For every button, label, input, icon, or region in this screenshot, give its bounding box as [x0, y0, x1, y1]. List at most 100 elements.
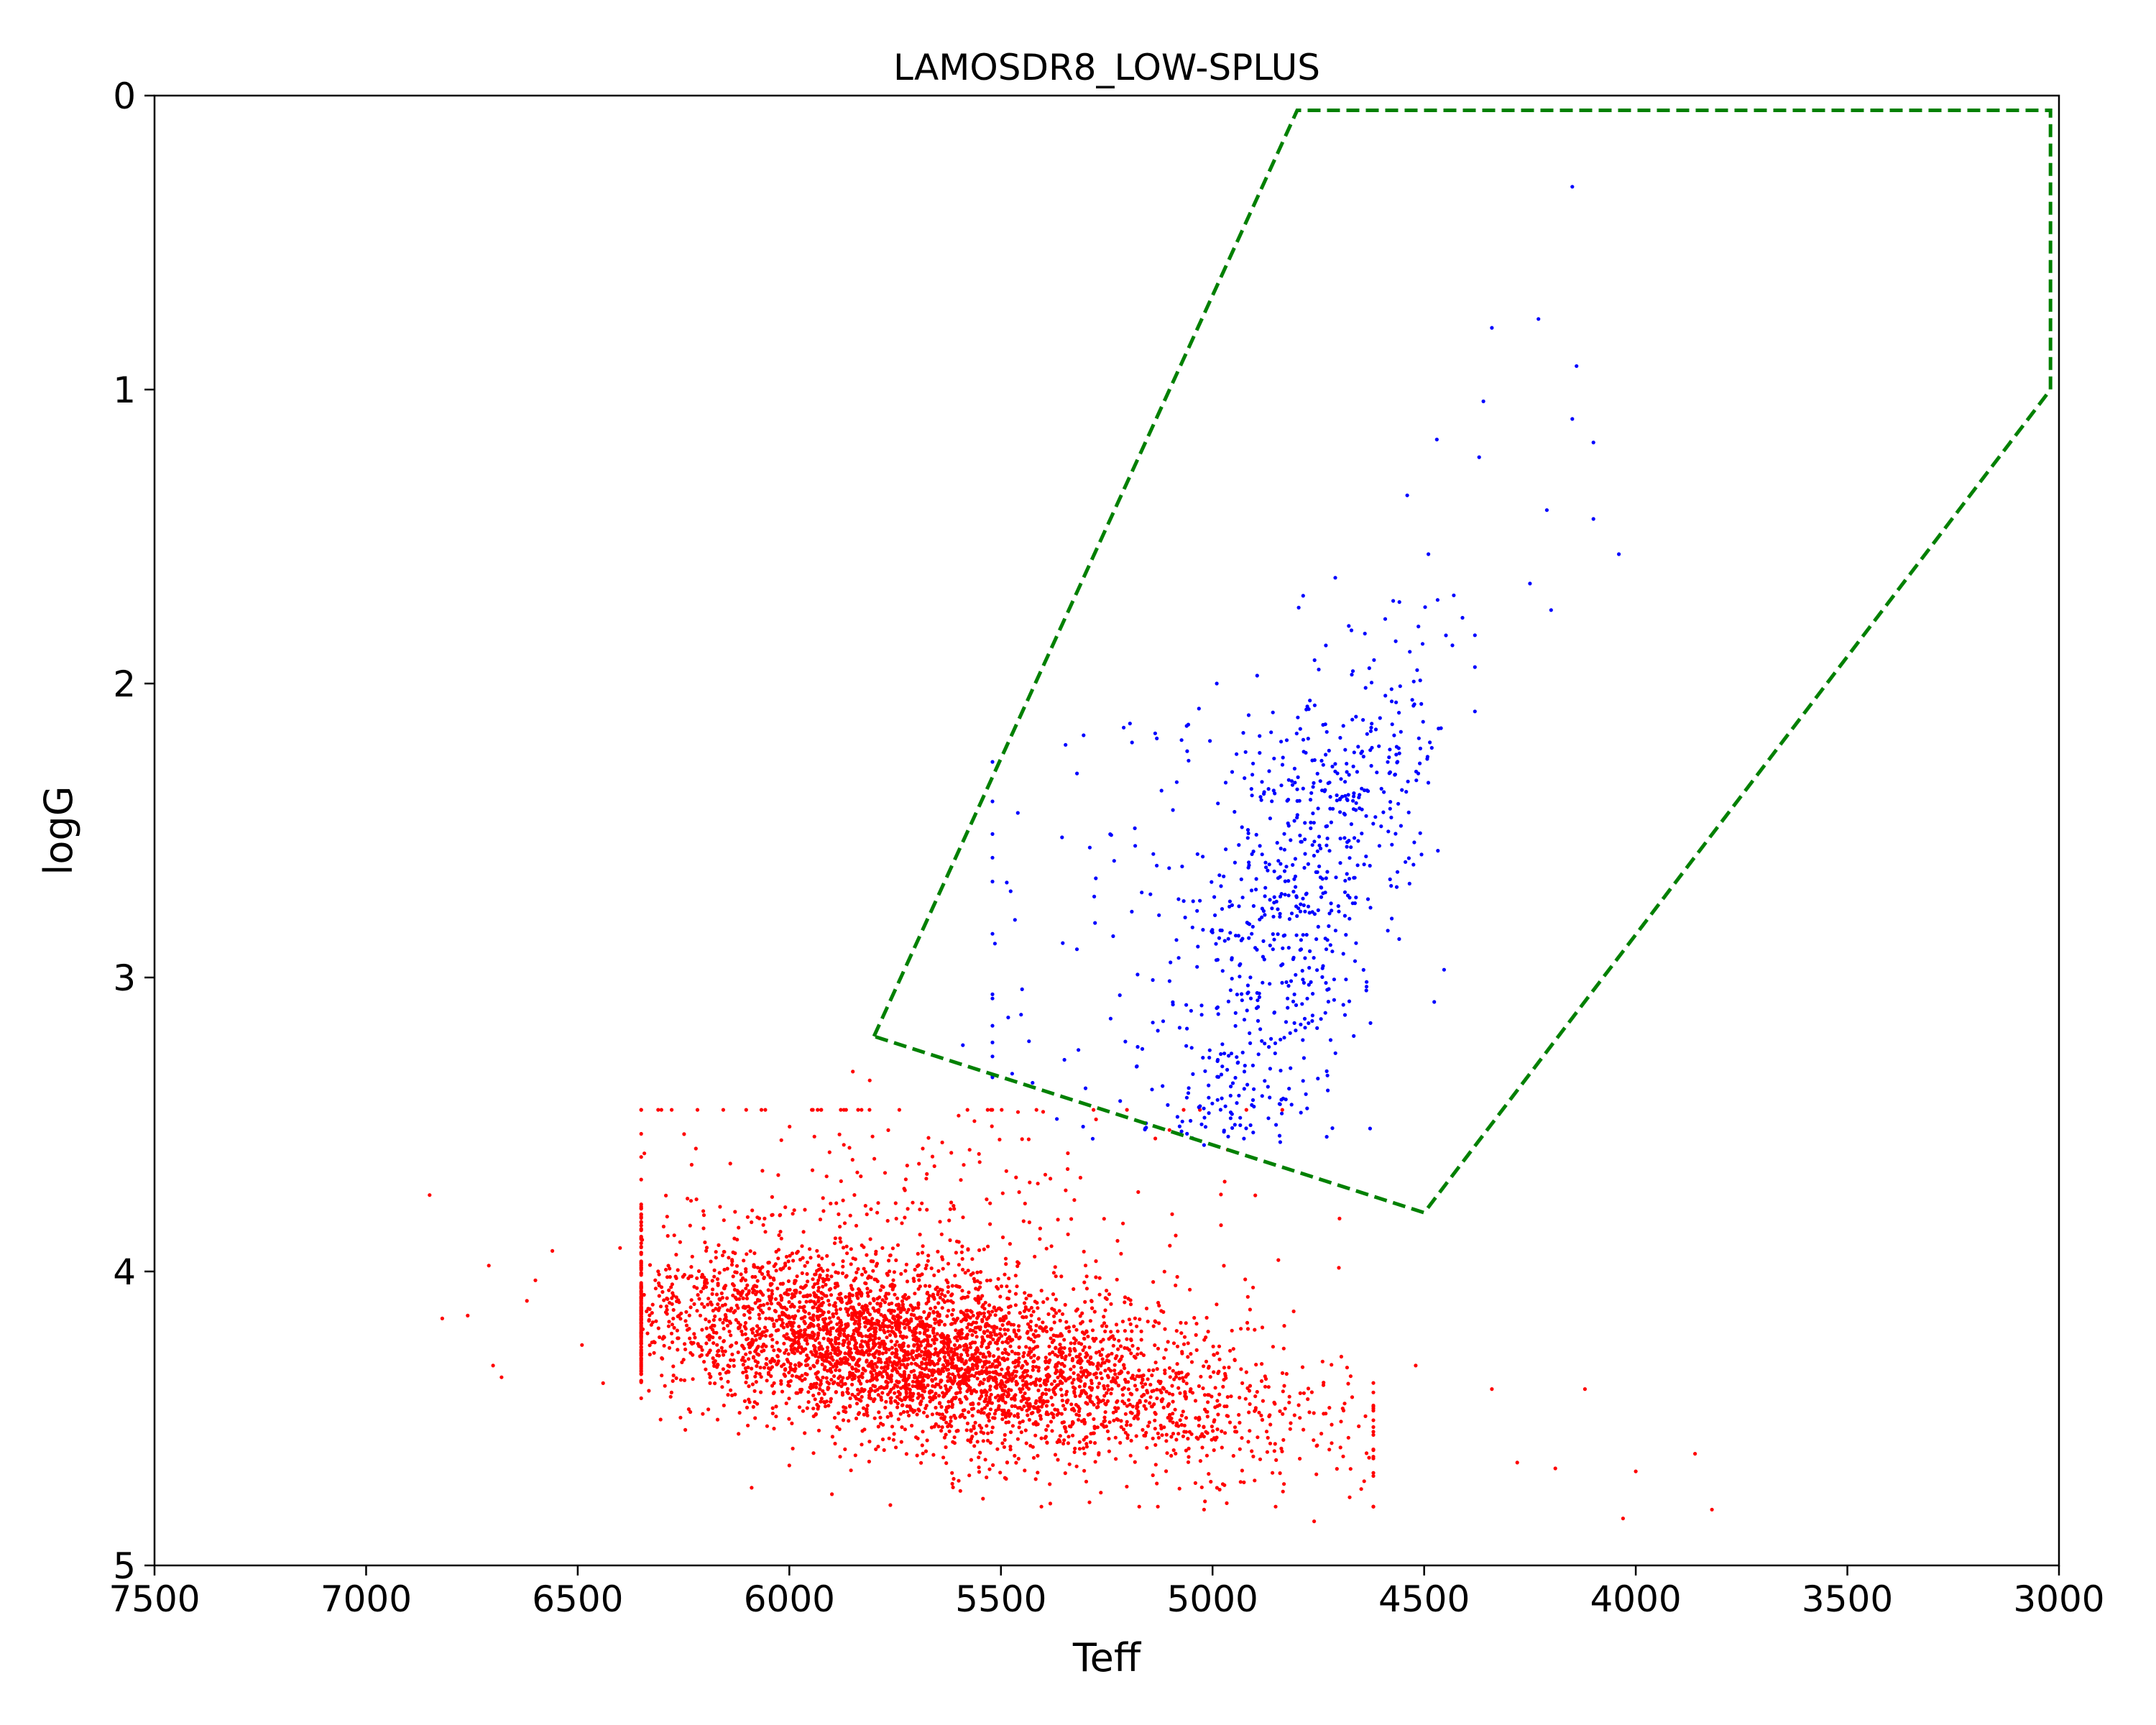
data-point: [1105, 1374, 1110, 1378]
data-point: [1255, 1389, 1259, 1394]
data-point: [1282, 869, 1287, 873]
data-point: [1710, 1507, 1714, 1512]
data-point: [675, 1299, 679, 1304]
data-point: [1204, 1315, 1209, 1320]
data-point: [761, 1223, 765, 1227]
data-point: [865, 1404, 870, 1408]
data-point: [1272, 1449, 1276, 1453]
data-point: [967, 1371, 971, 1375]
data-point: [763, 1230, 768, 1234]
data-point: [874, 1375, 878, 1379]
data-point: [692, 1332, 696, 1336]
data-point: [811, 1343, 816, 1348]
data-point: [701, 1226, 706, 1230]
data-point: [946, 1261, 951, 1266]
data-point: [1076, 1373, 1080, 1377]
data-point: [1062, 1338, 1067, 1342]
data-point: [639, 1271, 643, 1275]
data-point: [935, 1332, 939, 1336]
data-point: [665, 1296, 669, 1301]
data-point: [1325, 1073, 1330, 1077]
data-point: [1248, 1031, 1252, 1036]
data-point: [713, 1359, 717, 1363]
data-point: [1286, 778, 1291, 782]
data-point: [1102, 1394, 1107, 1398]
data-point: [800, 1387, 804, 1392]
data-point: [736, 1291, 740, 1295]
data-point: [1250, 1098, 1256, 1103]
data-point: [1414, 1363, 1418, 1368]
data-point: [967, 1148, 972, 1152]
data-point: [1185, 749, 1189, 753]
data-point: [1082, 1451, 1087, 1455]
data-point: [1060, 1420, 1064, 1425]
data-point: [878, 1415, 883, 1420]
data-point: [1017, 1425, 1021, 1430]
data-point: [959, 1178, 963, 1182]
data-point: [750, 1208, 755, 1213]
data-point: [813, 1272, 817, 1276]
data-point: [941, 1369, 946, 1374]
data-point: [1239, 1367, 1243, 1371]
data-point: [1013, 1414, 1017, 1418]
data-point: [1089, 1299, 1094, 1304]
data-point: [1118, 1440, 1123, 1445]
data-point: [867, 1440, 872, 1444]
data-point: [941, 1339, 946, 1343]
data-point: [763, 1216, 767, 1220]
data-point: [1304, 933, 1309, 937]
data-point: [1171, 1412, 1175, 1416]
data-point: [712, 1323, 717, 1328]
data-point: [1206, 1330, 1210, 1334]
data-point: [639, 1302, 643, 1306]
data-point: [982, 1377, 987, 1381]
data-point: [1181, 1376, 1185, 1380]
data-point: [751, 1290, 755, 1294]
data-point: [842, 1221, 847, 1225]
data-point: [975, 1297, 980, 1301]
data-point: [1072, 1198, 1077, 1202]
data-point: [981, 1381, 985, 1386]
data-point: [1059, 1274, 1064, 1279]
data-point: [1023, 1375, 1027, 1379]
data-point: [856, 1412, 861, 1416]
data-point: [936, 1367, 941, 1372]
data-point: [1066, 1167, 1070, 1172]
data-point: [940, 1140, 944, 1145]
data-point: [959, 1328, 964, 1332]
data-point: [900, 1335, 905, 1340]
data-point: [1150, 1389, 1154, 1394]
data-point: [1186, 1437, 1190, 1441]
data-point: [962, 1415, 967, 1420]
data-point: [1067, 1353, 1072, 1357]
data-point: [1280, 1108, 1284, 1112]
data-point: [1074, 1402, 1078, 1407]
data-point: [1043, 1172, 1048, 1177]
data-point: [678, 1240, 683, 1244]
data-point: [1041, 1402, 1045, 1406]
data-point: [1287, 1087, 1291, 1091]
data-point: [949, 1385, 953, 1390]
data-point: [820, 1296, 824, 1300]
data-point: [805, 1353, 809, 1358]
data-point: [736, 1320, 740, 1325]
data-point: [1155, 1481, 1159, 1486]
data-point: [1078, 1314, 1082, 1318]
data-point: [1570, 185, 1575, 189]
data-point: [1203, 1125, 1208, 1129]
data-point: [1371, 1425, 1376, 1430]
data-point: [787, 1266, 791, 1271]
data-point: [1305, 704, 1309, 709]
data-point: [1075, 1307, 1079, 1312]
data-point: [715, 1417, 720, 1422]
data-point: [1004, 1380, 1008, 1384]
data-point: [1063, 1357, 1067, 1361]
data-point: [745, 1337, 749, 1342]
data-point: [1000, 1441, 1005, 1445]
data-point: [888, 1254, 893, 1258]
data-point: [872, 1397, 877, 1402]
data-point: [809, 1350, 814, 1354]
data-point: [866, 1294, 870, 1298]
data-point: [934, 1376, 938, 1381]
data-point: [1000, 1412, 1005, 1417]
